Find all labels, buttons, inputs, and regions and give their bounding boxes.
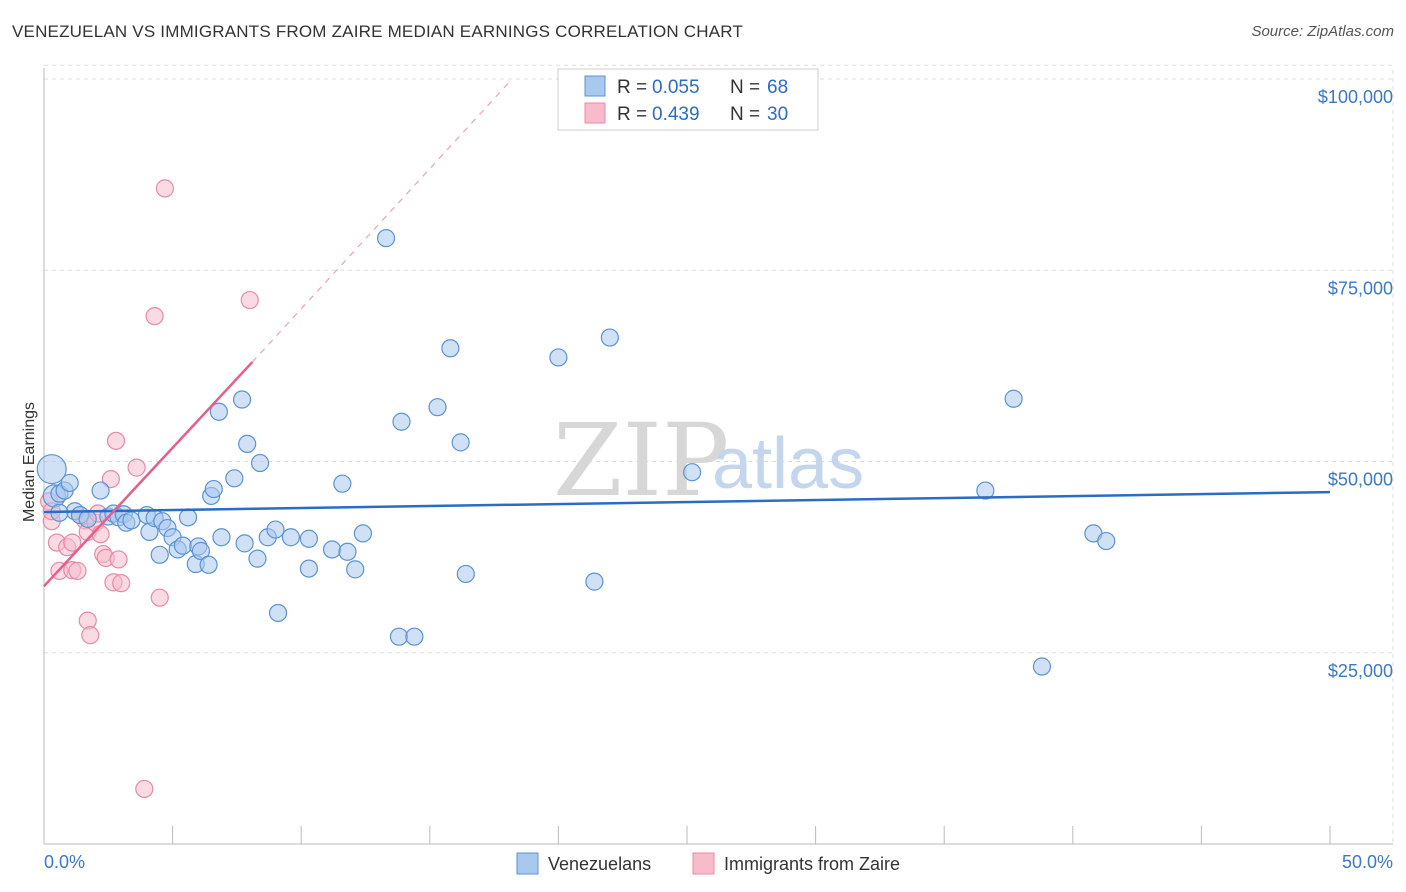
zaire-trendline (43, 361, 254, 588)
y-tick-label-3: $100,000 (1318, 87, 1393, 107)
venezuelan-point-18 (150, 545, 169, 564)
legend-swatch-blue (584, 75, 606, 97)
venezuelan-point-66 (1097, 531, 1116, 551)
venezuelan-point-52 (392, 412, 411, 431)
legend-n-label-pink: N = (730, 104, 760, 125)
x-tick-label-max: 50.0% (1342, 852, 1393, 872)
zaire-point-5 (63, 533, 82, 552)
venezuelan-point-7 (78, 509, 97, 528)
bottom-legend-zaire: Immigrants from Zaire (724, 854, 900, 874)
watermark-atlas: atlas (712, 424, 864, 504)
venezuelan-point-60 (600, 328, 619, 347)
source-credit: Source: ZipAtlas.com (1251, 23, 1394, 40)
zaire-point-23 (135, 779, 154, 799)
venezuelan-point-32 (212, 528, 231, 547)
bottom-legend-swatch-zaire (692, 852, 715, 875)
zaire-point-19 (106, 431, 126, 450)
y-tick-label-0: $25,000 (1328, 661, 1393, 681)
venezuelan-point-4 (60, 473, 79, 493)
venezuelan-point-53 (405, 627, 424, 646)
venezuelan-point-0 (36, 454, 67, 485)
x-tick-labels: 0.0% 50.0% (44, 852, 1393, 872)
venezuelan-point-27 (191, 541, 210, 561)
venezuelan-point-38 (250, 453, 270, 473)
y-axis-title: Median Earnings (21, 402, 38, 522)
venezuelan-point-33 (225, 469, 244, 488)
bottom-legend-venezuelans: Venezuelans (548, 854, 651, 874)
venezuelan-point-59 (585, 572, 604, 591)
zaire-point-24 (145, 307, 164, 326)
venezuelan-point-40 (266, 520, 285, 539)
legend-r-value-pink: 0.439 (652, 104, 700, 125)
venezuelan-point-41 (268, 603, 288, 623)
venezuelan-point-24 (178, 508, 198, 527)
venezuelan-point-30 (204, 479, 223, 499)
watermark-zip: ZIP (553, 402, 729, 519)
venezuelan-points (36, 229, 1116, 676)
legend-box: R = 0.055 N = 68 R = 0.439 N = 30 (557, 68, 819, 131)
venezuelan-point-56 (451, 433, 470, 452)
legend-n-value-pink: 30 (767, 104, 788, 125)
zaire-point-25 (150, 588, 169, 607)
axes (43, 68, 1393, 845)
trendlines (43, 78, 1331, 588)
zaire-point-17 (101, 469, 120, 489)
zaire-point-14 (91, 525, 110, 544)
venezuelan-point-61 (683, 463, 702, 482)
venezuelan-point-35 (235, 534, 254, 553)
y-tick-labels: $25,000 $50,000 $75,000 $100,000 (1318, 87, 1393, 681)
venezuelan-point-57 (456, 564, 475, 584)
venezuelan-point-8 (91, 481, 110, 500)
venezuelan-point-36 (238, 434, 257, 454)
legend-r-label-pink: R = (617, 104, 647, 125)
venezuelan-point-49 (353, 524, 373, 543)
venezuelan-point-37 (248, 549, 267, 568)
venezuelan-point-45 (322, 540, 342, 559)
venezuelan-point-55 (441, 339, 460, 358)
x-tick-label-min: 0.0% (44, 852, 85, 872)
chart-title: VENEZUELAN VS IMMIGRANTS FROM ZAIRE MEDI… (12, 22, 744, 41)
venezuelan-point-31 (209, 402, 228, 421)
zaire-point-21 (112, 574, 131, 593)
venezuelan-point-28 (199, 555, 218, 574)
zaire-point-22 (127, 458, 146, 477)
venezuelan-point-43 (299, 559, 319, 578)
legend-r-label-blue: R = (617, 77, 647, 98)
zaire-point-27 (240, 290, 259, 310)
venezuelan-point-48 (346, 560, 365, 579)
zaire-point-20 (109, 550, 128, 569)
legend-n-label-blue: N = (730, 77, 760, 98)
venezuelan-point-42 (281, 528, 301, 547)
venezuelan-point-44 (299, 529, 319, 548)
venezuelan-point-51 (389, 627, 409, 646)
venezuelan-point-14 (122, 511, 141, 530)
legend-swatch-pink (584, 102, 606, 124)
venezuelan-trendline (43, 490, 1331, 514)
y-tick-label-2: $75,000 (1328, 278, 1393, 298)
zaire-point-11 (81, 626, 100, 645)
legend-n-value-blue: 68 (767, 77, 788, 98)
legend-r-value-blue: 0.055 (652, 77, 700, 98)
zaire-trendline-extension (251, 78, 513, 363)
zaire-point-7 (68, 561, 87, 580)
zaire-point-26 (155, 179, 174, 198)
venezuelan-point-34 (232, 390, 252, 409)
venezuelan-point-54 (428, 398, 447, 417)
bottom-legend-swatch-venezuelans (516, 852, 539, 875)
venezuelan-point-64 (1032, 657, 1052, 676)
venezuelan-point-62 (976, 481, 995, 500)
venezuelan-point-50 (376, 229, 396, 248)
venezuelan-point-63 (1004, 389, 1023, 408)
y-tick-label-1: $50,000 (1328, 470, 1393, 490)
venezuelan-point-58 (549, 348, 568, 367)
watermark: ZIP atlas (553, 402, 864, 519)
bottom-legend: Venezuelans Immigrants from Zaire (516, 852, 900, 875)
venezuelan-point-47 (338, 542, 357, 561)
venezuelan-point-23 (173, 536, 192, 555)
venezuelan-point-46 (333, 474, 352, 493)
